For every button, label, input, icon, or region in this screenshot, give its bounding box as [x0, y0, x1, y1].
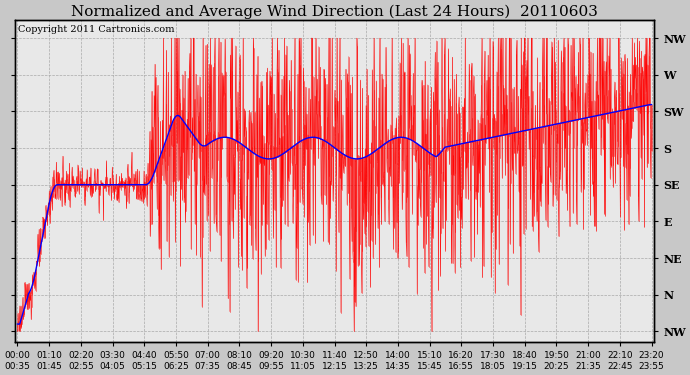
Title: Normalized and Average Wind Direction (Last 24 Hours)  20110603: Normalized and Average Wind Direction (L…: [71, 4, 598, 18]
Text: Copyright 2011 Cartronics.com: Copyright 2011 Cartronics.com: [19, 25, 175, 34]
